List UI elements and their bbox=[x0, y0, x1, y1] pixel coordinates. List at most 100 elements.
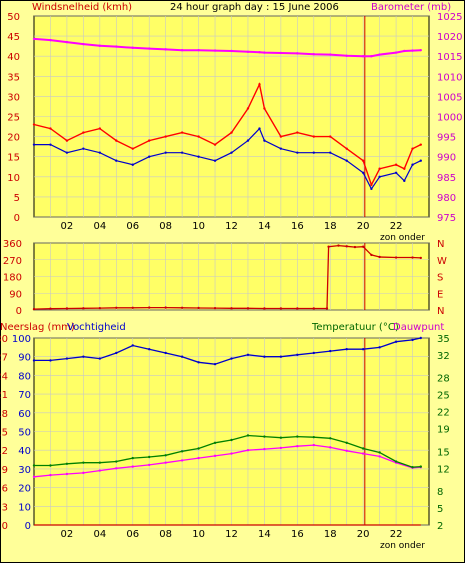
humidity-point bbox=[329, 349, 332, 353]
dewpoint-point bbox=[82, 471, 85, 475]
wind-max-point bbox=[378, 167, 381, 170]
temperature-point bbox=[296, 435, 299, 438]
wind-max-point bbox=[394, 163, 398, 166]
wind-max-point bbox=[230, 131, 233, 134]
barometer-y-tick: 990 bbox=[437, 153, 456, 164]
barometer-y-tick: 995 bbox=[437, 133, 456, 144]
wind-max-point bbox=[403, 167, 406, 170]
wind-max-point bbox=[419, 143, 422, 146]
wind-max-point bbox=[312, 135, 315, 138]
direction-y-tick: 90 bbox=[9, 289, 22, 300]
wind-max-point bbox=[258, 83, 261, 86]
barometer-point bbox=[148, 47, 151, 50]
wind-direction-point bbox=[49, 307, 52, 310]
barometer-y-tick: 1005 bbox=[437, 92, 462, 103]
humidity-point bbox=[98, 357, 102, 360]
wind-avg-point bbox=[115, 159, 118, 162]
temperature-point bbox=[419, 465, 422, 468]
wind-avg-point bbox=[82, 147, 85, 150]
humidity-point bbox=[296, 353, 299, 357]
temperature-point bbox=[329, 437, 332, 440]
wind-avg-point bbox=[263, 139, 266, 142]
climate-hour-tick: 12 bbox=[225, 529, 238, 540]
wind-max-point bbox=[361, 159, 365, 162]
dewpoint-point bbox=[361, 452, 365, 455]
wind-avg-point bbox=[65, 151, 69, 154]
wind-max-point bbox=[246, 107, 250, 110]
barometer-point bbox=[258, 50, 261, 54]
wind-avg-point bbox=[279, 147, 283, 150]
wind-hour-tick: 02 bbox=[61, 221, 74, 232]
wind-max-point bbox=[131, 147, 134, 150]
wind-max-point bbox=[345, 147, 348, 150]
wind-avg-point bbox=[361, 171, 365, 174]
dewpoint-point bbox=[230, 452, 233, 455]
barometer-point bbox=[65, 40, 69, 44]
wind-direction-point bbox=[327, 245, 330, 248]
wind-y-tick: 10 bbox=[7, 173, 20, 184]
temperature-y-tick: 2 bbox=[437, 521, 443, 532]
wind-direction-point bbox=[296, 307, 299, 310]
direction-y-tick: 270 bbox=[3, 256, 22, 267]
wind-direction-point bbox=[148, 306, 151, 309]
wind-avg-point bbox=[378, 175, 381, 178]
wind-avg-point bbox=[164, 151, 167, 154]
temperature-y-tick: 8 bbox=[437, 487, 443, 498]
barometer-point bbox=[82, 42, 85, 46]
wind-avg-point bbox=[329, 151, 332, 154]
barometer-point bbox=[312, 52, 315, 56]
humidity-y-tick: 20 bbox=[18, 484, 31, 495]
humidity-point bbox=[230, 357, 233, 360]
humidity-y-tick: 0 bbox=[25, 521, 31, 532]
wind-hour-tick: 20 bbox=[357, 221, 370, 232]
wind-max-point bbox=[279, 135, 283, 138]
wind-avg-point bbox=[403, 179, 406, 183]
wind-direction-point bbox=[246, 307, 250, 310]
wind-max-point bbox=[180, 131, 184, 134]
temperature-point bbox=[148, 455, 151, 459]
climate-hour-tick: 20 bbox=[357, 529, 370, 540]
direction-compass-tick: N bbox=[437, 239, 444, 250]
humidity-y-tick: 100 bbox=[12, 334, 31, 345]
wind-hour-tick: 06 bbox=[126, 221, 139, 232]
barometer-y-tick: 975 bbox=[437, 213, 456, 224]
axis-layer: 0510152025303540455097598098599099510001… bbox=[0, 12, 462, 540]
humidity-point bbox=[345, 348, 348, 351]
humidity-point bbox=[32, 359, 36, 362]
direction-compass-tick: N bbox=[437, 306, 444, 317]
humidity-point bbox=[164, 351, 167, 355]
humidity-y-tick: 90 bbox=[18, 353, 31, 364]
sunset-label-top: zon onder bbox=[380, 233, 425, 243]
barometer-line bbox=[33, 37, 421, 58]
barometer-point bbox=[370, 55, 373, 58]
wind-y-tick: 50 bbox=[7, 12, 20, 23]
rain-y-tick: 30 bbox=[0, 334, 8, 345]
humidity-point bbox=[411, 338, 414, 342]
barometer-point bbox=[197, 48, 200, 52]
rain-y-tick: 27 bbox=[0, 353, 8, 364]
rain-y-tick: 21 bbox=[0, 390, 8, 401]
direction-y-tick: 180 bbox=[3, 273, 22, 284]
humidity-point bbox=[49, 359, 52, 362]
humidity-point bbox=[394, 340, 398, 343]
climate-hour-tick: 08 bbox=[159, 529, 172, 540]
temperature-point bbox=[98, 461, 102, 464]
temperature-point bbox=[246, 434, 250, 437]
temperature-y-tick: 19 bbox=[437, 425, 450, 436]
wind-y-tick: 35 bbox=[7, 72, 20, 83]
direction-compass-tick: W bbox=[437, 256, 447, 267]
barometer-point bbox=[279, 51, 283, 55]
wind-avg-point bbox=[411, 163, 414, 166]
dewpoint-point bbox=[98, 469, 102, 472]
temperature-y-tick: 28 bbox=[437, 374, 450, 385]
wind-max-point bbox=[263, 107, 266, 110]
barometer-point bbox=[263, 51, 266, 54]
wind-hour-tick: 16 bbox=[291, 221, 304, 232]
barometer-point bbox=[361, 55, 365, 58]
temperature-axis-label: Temperatuur (°C) bbox=[311, 322, 399, 333]
wind-avg-point bbox=[213, 159, 217, 162]
humidity-point bbox=[197, 361, 200, 364]
wind-direction-point bbox=[82, 307, 85, 310]
barometer-y-tick: 1025 bbox=[437, 12, 462, 23]
temperature-y-tick: 32 bbox=[437, 351, 450, 362]
